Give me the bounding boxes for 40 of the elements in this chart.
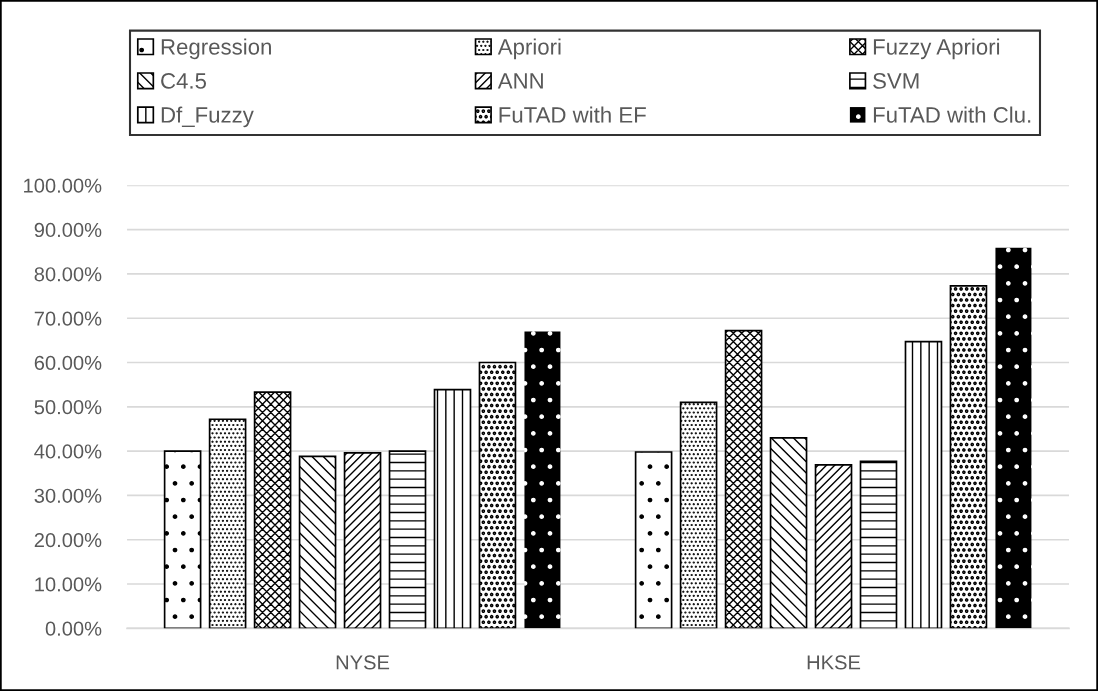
x-tick-label: NYSE (336, 655, 390, 670)
bar (995, 247, 1032, 629)
bar (679, 401, 718, 629)
bar (524, 331, 561, 629)
y-tick-label: 20.00% (34, 532, 102, 548)
bar (163, 450, 202, 629)
y-tick-label: 70.00% (34, 311, 102, 326)
legend-label: FuTAD with EF (499, 106, 646, 123)
bar (859, 460, 898, 629)
y-tick-label: 0.00% (45, 621, 102, 636)
bar (343, 452, 382, 629)
bar (634, 451, 673, 629)
legend-label: C4.5 (161, 73, 207, 89)
y-tick-label: 100.00% (24, 178, 102, 193)
legend-label: SVM (873, 73, 919, 89)
y-tick-label: 60.00% (34, 355, 102, 371)
bar (208, 418, 247, 629)
bar (433, 388, 472, 629)
legend-label: FuTAD with Clu. (873, 106, 1031, 123)
bar (724, 329, 763, 629)
y-tick-label: 90.00% (34, 222, 102, 238)
y-tick-label: 50.00% (34, 400, 102, 415)
bar (904, 340, 943, 629)
bar (949, 285, 988, 629)
bar (769, 437, 808, 629)
legend-label: Regression (161, 38, 271, 60)
legend-label: Apriori (497, 38, 561, 60)
bar (388, 450, 427, 629)
x-tick-label: HKSE (807, 655, 861, 670)
legend-label: Df_Fuzzy (161, 106, 254, 128)
y-tick-label: 80.00% (34, 267, 102, 282)
y-tick-label: 40.00% (34, 444, 102, 459)
bar (298, 455, 337, 629)
legend-label: Fuzzy Apriori (873, 38, 1000, 60)
legend-label: ANN (497, 73, 543, 89)
bar (253, 391, 292, 629)
bar (478, 361, 517, 629)
y-tick-label: 10.00% (35, 577, 102, 592)
bar (814, 464, 853, 629)
y-tick-label: 30.00% (34, 488, 102, 503)
